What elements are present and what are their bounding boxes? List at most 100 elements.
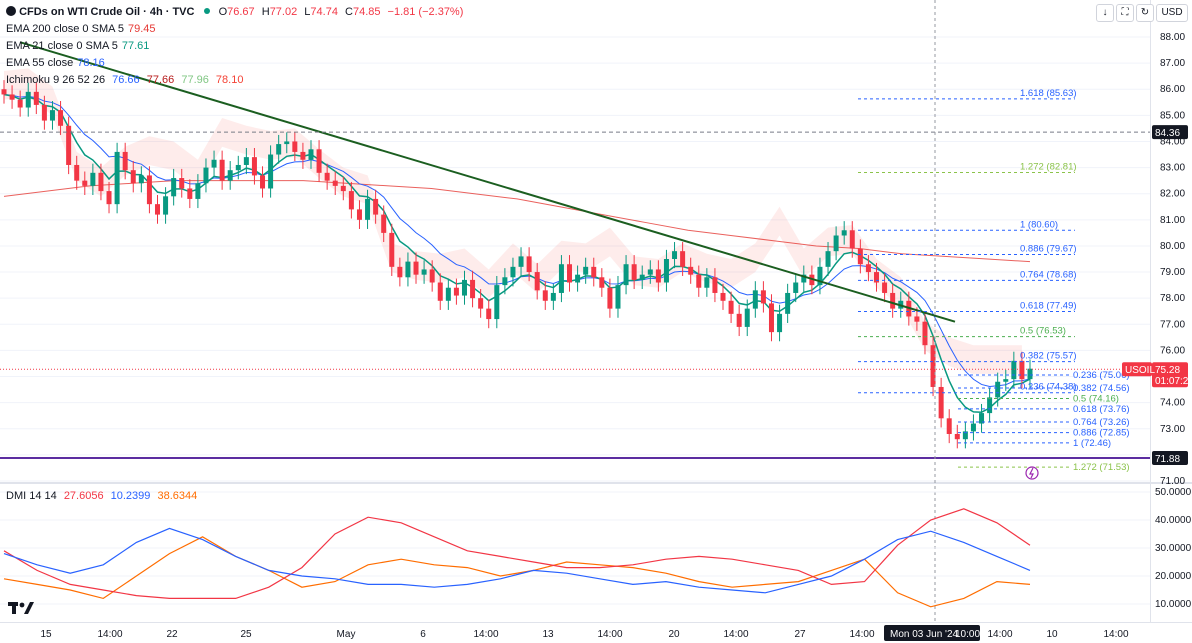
time-tick-label: 15 [40,629,52,640]
candle-body [486,308,492,320]
ohlc-change: −1.81 (−2.37%) [387,6,464,18]
pane-separator[interactable] [0,482,1192,484]
fib-upper-label: 1.618 (85.63) [1020,88,1077,99]
candle [421,260,427,284]
candle [122,142,128,180]
ohlc-o-label: O [218,6,228,18]
dmi-legend[interactable]: DMI 14 14 27.6056 10.2399 38.6344 [6,490,197,502]
fib-lower-label: 0.764 (73.26) [1073,417,1130,428]
candle-body [1027,368,1033,380]
indicator-legend: CFDs on WTI Crude Oil · 4h · TVC O76.67 … [6,4,463,89]
candle-body [453,287,459,296]
candle [219,150,225,190]
candle-body [583,266,589,275]
candle [655,260,661,292]
candle [494,275,500,329]
candle-body [373,198,379,215]
candle [373,189,379,224]
candle-body [461,279,467,296]
candle [292,132,298,162]
dmi-tick-label: 50.0000 [1155,487,1192,498]
candle [243,148,249,175]
candle [987,388,993,423]
candle-body [146,175,152,205]
fib-lower-label: 1.272 (71.53) [1073,462,1130,473]
candle-body [518,256,524,267]
candle-body [890,292,896,309]
legend-ema55[interactable]: EMA 55 close 78.16 [6,55,463,72]
candle-body [203,167,209,184]
legend-ema55-value: 78.16 [77,57,105,69]
grid-lines [0,36,1150,482]
time-tick-label: 14:00 [723,629,748,640]
candle-body [405,261,411,278]
dmi-plus-line [3,527,1031,594]
candle-body [938,386,944,419]
candle [365,189,371,229]
currency-selector[interactable]: USD [1156,4,1188,22]
candle [130,161,136,193]
legend-ema21[interactable]: EMA 21 close 0 SMA 5 77.61 [6,38,463,55]
price-axis[interactable] [1150,0,1192,622]
candle [938,377,944,428]
candle-body [631,264,637,280]
price-tick-label: 77.00 [1160,319,1185,330]
fib-upper-label: 0.764 (78.68) [1020,269,1077,280]
ohlc-o: 76.67 [227,6,255,18]
time-axis[interactable] [0,622,1192,643]
candle [478,289,484,318]
candle-body [276,144,282,155]
symbol-title[interactable]: CFDs on WTI Crude Oil · 4h · TVC [19,6,195,18]
time-tick-label: 13 [542,629,554,640]
candle [930,336,936,397]
level-84-36-badge-text: 84.36 [1155,128,1180,139]
candle-body [720,292,726,301]
fullscreen-button[interactable]: ⛶ [1116,4,1134,22]
price-tick-label: 78.00 [1160,293,1185,304]
candle [639,265,645,290]
refresh-button[interactable]: ↻ [1136,4,1154,22]
candle-body [607,287,613,309]
candle [874,262,880,292]
candle-body [591,266,597,278]
candle [300,142,306,169]
price-tick-label: 80.00 [1160,241,1185,252]
candle [356,200,362,229]
candle-body [728,300,734,314]
candle [17,90,23,117]
candle [260,166,266,198]
candle [251,148,257,185]
candle [308,140,314,169]
dmi-adx-line [3,536,1031,608]
candle-body [219,159,225,181]
collapse-button[interactable]: ↓ [1096,4,1114,22]
legend-ema200[interactable]: EMA 200 close 0 SMA 5 79.45 [6,21,463,38]
candle-body [647,269,653,275]
candle-body [122,151,128,171]
candle [9,85,15,109]
candle [672,242,678,269]
candle [768,294,774,342]
candle [332,171,338,196]
candle [429,260,435,292]
ichimoku-cloud [4,68,1022,374]
dmi-value-adx: 38.6344 [157,490,198,502]
candle-body [470,279,476,299]
candle-body [437,282,443,301]
time-tick-label: May [337,629,356,640]
level-84-36-badge: 84.36 [1152,125,1188,140]
legend-ichimoku-value-2: 77.66 [146,74,175,86]
fib-upper-label: 1 (80.60) [1020,219,1058,230]
time-tick-label: 14:00 [987,629,1012,640]
candle-body [130,170,136,184]
candle [704,268,710,297]
countdown-badge: 01:07:22 [1152,373,1192,388]
alert-icon-circle [1025,466,1039,480]
price-tick-label: 74.00 [1160,398,1185,409]
candle-body [195,183,201,199]
legend-ichimoku[interactable]: Ichimoku 9 26 52 26 76.66 77.66 77.96 78… [6,72,463,89]
candle-body [833,235,839,252]
candle [615,275,621,318]
fib-upper-label: 0.382 (75.57) [1020,351,1077,362]
